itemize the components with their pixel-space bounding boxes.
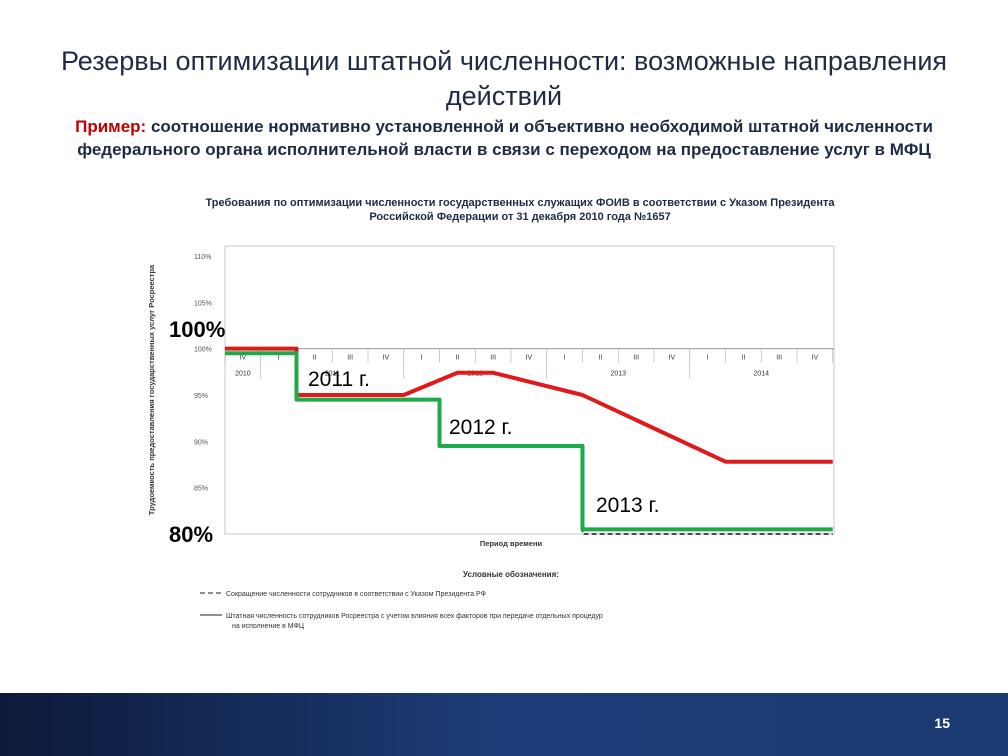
- slide-title: Резервы оптимизации штатной численности:…: [60, 46, 948, 111]
- quarter-label: I: [421, 355, 423, 362]
- legend-label-actual: Штатная численность сотрудников Росреест…: [226, 613, 603, 630]
- quarter-label: II: [598, 355, 602, 362]
- y-tick-label: 100%: [194, 347, 212, 354]
- quarter-label: I: [564, 355, 566, 362]
- legend-label-decree: Сокращение численности сотрудников в соо…: [226, 591, 486, 598]
- year-label: 2011: [325, 371, 340, 378]
- slide-subtitle: Пример: соотношение нормативно установле…: [40, 115, 968, 161]
- example-label: Пример:: [75, 117, 147, 136]
- annotation-80-percent: 80%: [169, 522, 213, 547]
- page-number: 15: [934, 715, 950, 731]
- annotation-2012: 2012 г.: [449, 416, 512, 439]
- year-label: 2010: [235, 371, 251, 378]
- year-label: 2014: [753, 371, 769, 378]
- chart-title: Требования по оптимизации численности го…: [205, 197, 835, 223]
- footer-bar: 15: [0, 693, 1008, 756]
- quarter-label: I: [707, 355, 709, 362]
- quarter-label: II: [741, 355, 745, 362]
- quarter-label: II: [455, 355, 459, 362]
- line-chart: 110% 105% 100% 95% 90% 85% Трудоемкость предос…: [147, 245, 835, 630]
- annotation-2013: 2013 г.: [596, 494, 659, 517]
- y-tick-label: 95%: [194, 393, 208, 400]
- series-line-target: [225, 351, 833, 532]
- quarter-label: II: [312, 355, 316, 362]
- quarter-label: IV: [526, 355, 533, 362]
- quarter-label: III: [776, 355, 782, 362]
- quarter-label: IV: [383, 355, 390, 362]
- legend-title: Условные обозначения:: [463, 570, 559, 579]
- annotation-2011: 2011 г.: [308, 368, 370, 391]
- quarter-label: IV: [669, 355, 676, 362]
- quarter-label: I: [278, 355, 280, 362]
- y-tick-label: 85%: [194, 486, 208, 493]
- y-axis-label: Трудоемкость предоставления государствен…: [147, 264, 156, 515]
- quarter-label: III: [633, 355, 639, 362]
- y-tick-label: 90%: [194, 439, 208, 446]
- year-label: 2013: [610, 371, 626, 378]
- plot-area: [224, 245, 835, 535]
- y-tick-label: 105%: [194, 300, 212, 307]
- subtitle-text: соотношение нормативно установленной и о…: [77, 117, 933, 159]
- y-tick-label: 110%: [194, 254, 211, 261]
- quarter-label: IV: [240, 355, 247, 362]
- quarter-label: IV: [812, 355, 819, 362]
- x-axis-label: Период времени: [480, 539, 543, 548]
- quarter-label: III: [347, 355, 353, 362]
- quarter-label: III: [490, 355, 496, 362]
- annotation-100-percent: 100%: [169, 317, 225, 342]
